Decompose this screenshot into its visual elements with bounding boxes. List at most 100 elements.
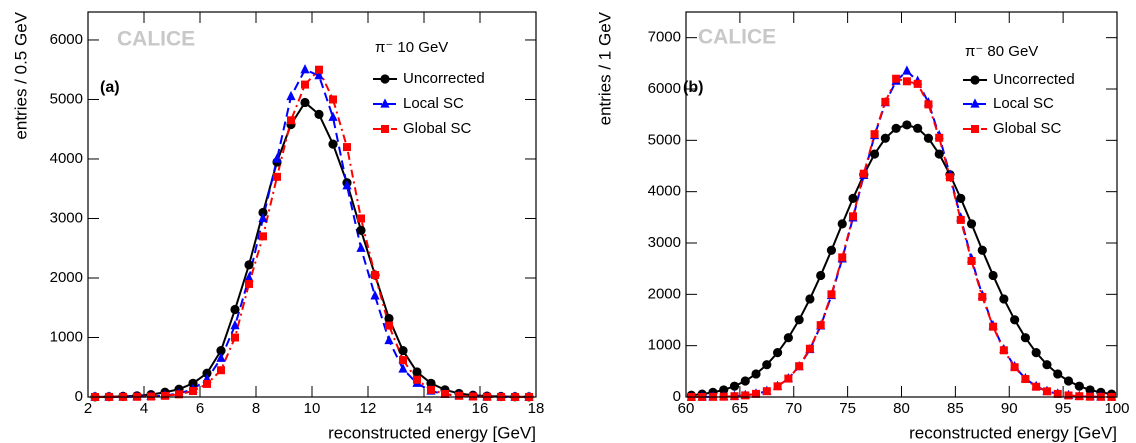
data-point: [244, 272, 254, 282]
data-point: [1010, 363, 1019, 372]
data-point: [175, 390, 183, 399]
data-point: [301, 80, 309, 89]
y-tick-label: 4000: [50, 150, 83, 167]
data-point: [1020, 333, 1031, 343]
data-point: [371, 271, 379, 280]
legend-marker: [970, 75, 980, 85]
fit-line: [691, 77, 1112, 398]
fit-line: [94, 67, 529, 398]
y-tick-label: 3000: [50, 209, 83, 226]
data-point: [370, 290, 380, 300]
data-point: [849, 212, 858, 221]
data-point: [398, 363, 408, 373]
data-point: [935, 133, 944, 142]
data-point: [848, 193, 858, 203]
data-point: [816, 270, 826, 281]
legend-marker: [971, 125, 979, 133]
data-point: [794, 315, 804, 325]
data-point: [740, 376, 750, 386]
data-point: [230, 319, 240, 330]
x-tick-label: 95: [1055, 400, 1072, 417]
data-point: [752, 389, 761, 398]
x-tick-label: 85: [947, 400, 964, 417]
data-point: [816, 321, 825, 330]
data-point: [999, 294, 1009, 304]
data-point: [891, 123, 901, 133]
y-tick-label: 2000: [648, 285, 681, 302]
legend-label: Global SC: [993, 120, 1062, 137]
data-point: [300, 64, 310, 74]
x-tick-label: 90: [1001, 400, 1018, 417]
y-axis-label: entries / 1 GeV: [595, 11, 614, 125]
plot-frame: [87, 11, 537, 398]
y-tick-label: 5000: [648, 131, 681, 148]
data-point: [977, 245, 987, 255]
data-point: [273, 172, 281, 181]
data-point: [859, 169, 868, 178]
panel: 60 65 70 75 80 85 90 95 100010002000300040005000…: [595, 11, 1129, 442]
data-point: [258, 212, 268, 223]
data-point: [762, 360, 772, 370]
data-point: [784, 374, 793, 383]
data-point: [989, 322, 998, 331]
data-point: [328, 111, 338, 121]
data-point: [189, 387, 197, 396]
x-tick-label: 70: [785, 400, 802, 417]
data-point: [202, 368, 212, 378]
panel-label: (b): [683, 79, 703, 96]
data-point: [837, 219, 847, 229]
legend-marker: [970, 98, 980, 108]
legend-label: Global SC: [403, 120, 472, 137]
data-point: [956, 215, 965, 224]
data-point: [385, 321, 393, 330]
data-point: [1064, 391, 1073, 400]
data-point: [455, 391, 463, 400]
data-point: [869, 149, 880, 159]
data-point: [356, 242, 366, 252]
data-point: [741, 391, 750, 400]
legend-label: Uncorrected: [403, 70, 485, 87]
data-point: [1063, 376, 1074, 386]
data-point: [999, 346, 1008, 355]
data-point: [772, 348, 783, 358]
x-tick-label: 65: [732, 400, 749, 417]
panel-label: (a): [100, 79, 120, 96]
data-point: [913, 79, 922, 88]
data-point: [892, 74, 901, 83]
watermark: CALICE: [117, 28, 195, 51]
data-point: [216, 345, 226, 356]
y-axis-label: entries / 0.5 GeV: [11, 11, 30, 139]
data-point: [329, 95, 337, 104]
data-point: [827, 290, 836, 299]
x-tick-label: 6: [196, 400, 204, 417]
data-point: [258, 207, 268, 218]
data-point: [441, 390, 449, 399]
data-point: [356, 225, 366, 235]
data-point: [398, 345, 408, 356]
data-point: [1042, 360, 1052, 370]
data-point: [1074, 381, 1084, 391]
data-point: [902, 77, 911, 86]
data-point: [870, 130, 879, 139]
data-point: [902, 120, 912, 130]
data-point: [1031, 348, 1041, 358]
y-tick-label: 1000: [50, 328, 83, 345]
data-point: [217, 366, 225, 375]
data-point: [259, 232, 267, 241]
data-point: [286, 90, 296, 101]
y-tick-label: 0: [75, 388, 83, 405]
data-point: [1021, 375, 1030, 384]
data-point: [1032, 382, 1041, 391]
data-point: [231, 333, 239, 342]
data-point: [730, 392, 739, 401]
data-point: [826, 245, 837, 255]
data-point: [902, 65, 912, 75]
data-point: [913, 123, 923, 133]
data-point: [783, 333, 793, 343]
data-point: [924, 100, 933, 109]
data-point: [342, 180, 352, 190]
y-tick-label: 6000: [648, 80, 681, 97]
data-point: [923, 133, 934, 143]
data-point: [314, 70, 324, 80]
x-tick-label: 100: [1104, 400, 1129, 417]
